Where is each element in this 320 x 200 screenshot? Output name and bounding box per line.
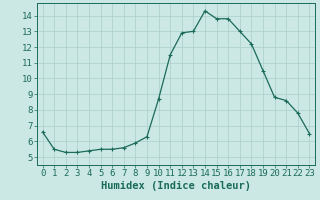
X-axis label: Humidex (Indice chaleur): Humidex (Indice chaleur) [101,181,251,191]
